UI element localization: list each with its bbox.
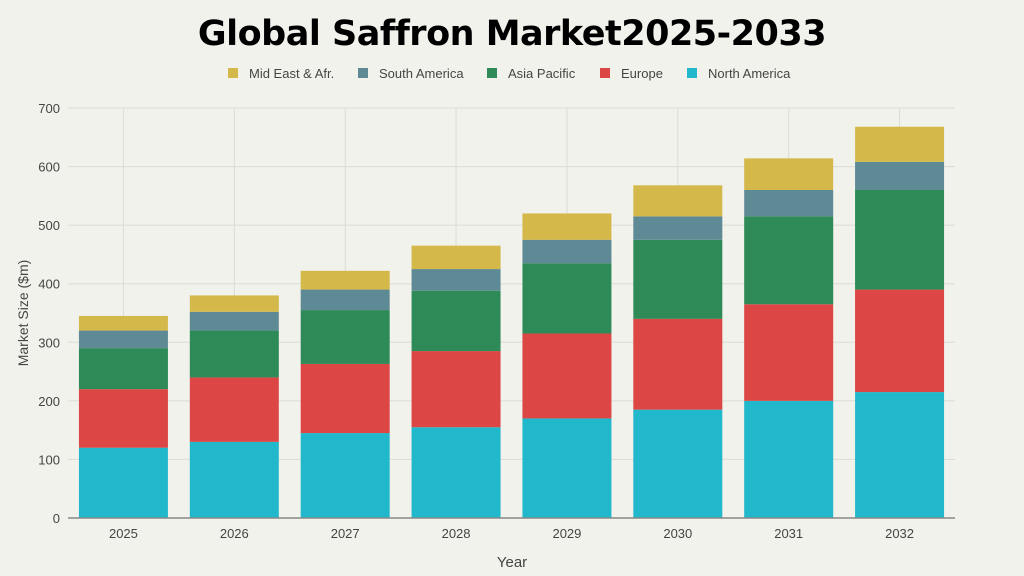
legend-swatch [687, 68, 697, 78]
bar-segment-north-america-2029 [522, 418, 612, 518]
bar-segment-south-america-2026 [189, 311, 279, 331]
bar-segment-south-america-2032 [855, 161, 945, 190]
legend-label: Asia Pacific [508, 66, 576, 81]
bar-segment-europe-2027 [300, 363, 390, 434]
bar-segment-europe-2025 [78, 389, 168, 448]
bar-segment-mid-east-afr--2030 [633, 185, 723, 217]
y-tick-label: 0 [53, 511, 60, 526]
bar-segment-south-america-2031 [744, 190, 834, 217]
y-tick-label: 500 [38, 218, 60, 233]
bar-segment-asia-pacific-2028 [411, 290, 501, 352]
bar-segment-asia-pacific-2030 [633, 239, 723, 319]
bar-segment-mid-east-afr--2028 [411, 245, 501, 270]
y-tick-label: 100 [38, 452, 60, 467]
bar-segment-mid-east-afr--2032 [855, 126, 945, 162]
y-axis-ticks: 0 100 200 300 400 500 600 700 [38, 101, 60, 526]
bar-segment-south-america-2027 [300, 289, 390, 311]
bar-segment-asia-pacific-2031 [744, 216, 834, 305]
bar-segment-north-america-2031 [744, 400, 834, 518]
bar-segment-europe-2030 [633, 318, 723, 410]
bar-segment-asia-pacific-2025 [78, 348, 168, 390]
bar-segment-europe-2032 [855, 289, 945, 393]
x-tick-label: 2031 [774, 526, 803, 541]
x-axis-label: Year [497, 554, 527, 571]
legend: Mid East & Afr. South America Asia Pacific… [228, 66, 791, 81]
legend-label: Mid East & Afr. [249, 66, 334, 81]
chart-title: Global Saffron Market2025-2033 [197, 14, 827, 54]
bar-segment-asia-pacific-2027 [300, 310, 390, 364]
bar-segment-europe-2026 [189, 377, 279, 442]
x-axis-ticks: 2025 2026 2027 2028 2029 2030 2031 2032 [109, 526, 914, 541]
bar-segment-mid-east-afr--2027 [300, 270, 390, 290]
y-tick-label: 600 [38, 160, 60, 175]
y-tick-label: 200 [38, 394, 60, 409]
y-tick-label: 400 [38, 277, 60, 292]
bar-segment-north-america-2026 [189, 441, 279, 518]
x-tick-label: 2029 [552, 526, 581, 541]
x-tick-label: 2030 [663, 526, 692, 541]
bar-segment-south-america-2025 [78, 330, 168, 349]
bars [78, 126, 945, 518]
x-tick-label: 2027 [331, 526, 360, 541]
bar-segment-south-america-2030 [633, 216, 723, 240]
legend-label: North America [708, 66, 791, 81]
legend-swatch [600, 68, 610, 78]
bar-segment-north-america-2030 [633, 409, 723, 518]
legend-swatch [358, 68, 368, 78]
bar-segment-north-america-2032 [855, 392, 945, 518]
x-tick-label: 2025 [109, 526, 138, 541]
x-tick-label: 2026 [220, 526, 249, 541]
bar-segment-europe-2031 [744, 304, 834, 401]
bar-segment-mid-east-afr--2029 [522, 213, 612, 240]
bar-segment-mid-east-afr--2026 [189, 295, 279, 312]
bar-segment-north-america-2027 [300, 433, 390, 518]
legend-label: South America [379, 66, 464, 81]
bar-segment-north-america-2025 [78, 447, 168, 518]
x-tick-label: 2032 [885, 526, 914, 541]
bar-segment-asia-pacific-2032 [855, 190, 945, 290]
legend-label: Europe [621, 66, 663, 81]
bar-segment-europe-2028 [411, 351, 501, 428]
y-tick-label: 700 [38, 101, 60, 116]
bar-segment-south-america-2029 [522, 239, 612, 264]
bar-segment-asia-pacific-2029 [522, 263, 612, 334]
legend-swatch [228, 68, 238, 78]
bar-segment-europe-2029 [522, 333, 612, 419]
bar-segment-asia-pacific-2026 [189, 330, 279, 378]
bar-segment-north-america-2028 [411, 427, 501, 518]
y-tick-label: 300 [38, 335, 60, 350]
bar-segment-south-america-2028 [411, 269, 501, 291]
bar-segment-mid-east-afr--2025 [78, 315, 168, 331]
x-tick-label: 2028 [442, 526, 471, 541]
legend-swatch [487, 68, 497, 78]
bar-segment-mid-east-afr--2031 [744, 158, 834, 190]
y-axis-label: Market Size ($m) [15, 260, 31, 367]
